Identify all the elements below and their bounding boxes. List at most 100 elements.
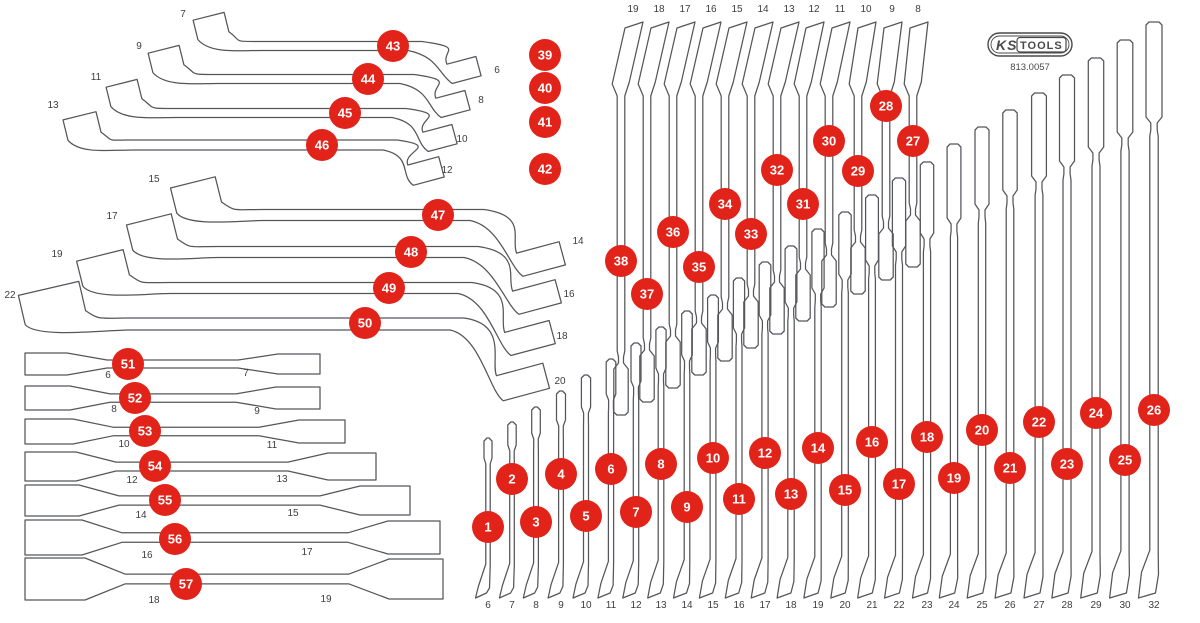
bottom-size-label: 16 (733, 600, 745, 611)
item-marker-7: 7 (620, 496, 652, 528)
item-marker-32: 32 (761, 154, 793, 186)
item-marker-38: 38 (605, 245, 637, 277)
bottom-size-label: 19 (812, 600, 824, 611)
marker-number: 57 (179, 577, 193, 592)
size-label-left: 12 (126, 475, 138, 486)
marker-circle (472, 511, 504, 543)
marker-circle (422, 199, 454, 231)
bottom-size-label: 20 (839, 600, 851, 611)
size-label-left: 19 (51, 249, 63, 260)
size-label-left: 18 (148, 595, 160, 606)
marker-number: 25 (1118, 453, 1132, 468)
marker-circle (1023, 406, 1055, 438)
marker-number: 9 (683, 500, 690, 515)
wrench-outline-item-28 (876, 21, 903, 281)
marker-number: 38 (614, 254, 628, 269)
size-label-right: 20 (554, 376, 566, 387)
logo-ks-text: KS (996, 37, 1017, 53)
marker-circle (520, 506, 552, 538)
wrench-outline-item-15 (830, 211, 852, 599)
wrench-outline-item-14 (803, 228, 825, 599)
item-marker-22: 22 (1023, 406, 1055, 438)
marker-number: 22 (1032, 415, 1046, 430)
bottom-size-label: 9 (558, 600, 564, 611)
marker-circle (911, 421, 943, 453)
item-marker-36: 36 (657, 216, 689, 248)
bottom-size-label: 24 (948, 600, 960, 611)
wrench-outline-item-24 (1080, 57, 1105, 599)
marker-number: 36 (666, 225, 680, 240)
marker-number: 27 (906, 134, 920, 149)
item-marker-17: 17 (883, 468, 915, 500)
size-label-left: 13 (47, 100, 59, 111)
item-marker-14: 14 (802, 432, 834, 464)
top-size-label: 18 (653, 4, 665, 15)
bottom-size-label: 22 (893, 600, 905, 611)
bottom-size-label: 27 (1033, 600, 1045, 611)
item-marker-31: 31 (787, 188, 819, 220)
marker-circle (1138, 394, 1170, 426)
item-marker-26: 26 (1138, 394, 1170, 426)
wrench-outlines-layer (17, 11, 1163, 601)
wrench-outline-item-18 (911, 161, 935, 599)
top-size-label: 13 (783, 4, 795, 15)
marker-circle (697, 442, 729, 474)
bottom-size-label: 25 (976, 600, 988, 611)
wrench-outline-item-29 (848, 21, 877, 295)
marker-number: 50 (358, 316, 372, 331)
wrench-outline-item-43 (192, 11, 482, 85)
marker-number: 32 (770, 163, 784, 178)
marker-number: 7 (632, 505, 639, 520)
marker-circle (605, 245, 637, 277)
item-marker-34: 34 (709, 188, 741, 220)
wrench-outline-item-38 (611, 21, 644, 416)
wrench-outline-item-56 (24, 519, 441, 556)
marker-circle (373, 272, 405, 304)
item-marker-3: 3 (520, 506, 552, 538)
wrench-outline-item-30 (819, 21, 851, 308)
item-marker-35: 35 (683, 251, 715, 283)
item-marker-42: 42 (529, 153, 561, 185)
marker-number: 10 (706, 451, 720, 466)
marker-circle (829, 474, 861, 506)
marker-number: 21 (1003, 461, 1017, 476)
marker-circle (1051, 448, 1083, 480)
marker-number: 23 (1060, 457, 1074, 472)
item-marker-1: 1 (472, 511, 504, 543)
item-marker-52: 52 (119, 382, 151, 414)
wrench-outline-item-25 (1108, 39, 1134, 599)
top-size-label: 14 (757, 4, 769, 15)
marker-circle (683, 251, 715, 283)
size-label-right: 11 (267, 440, 278, 451)
top-size-label: 19 (627, 4, 639, 15)
wrench-outline-item-27 (903, 21, 929, 268)
marker-number: 47 (431, 208, 445, 223)
wrench-outline-item-33 (741, 21, 774, 349)
item-marker-21: 21 (994, 452, 1026, 484)
size-label-right: 12 (441, 165, 453, 176)
top-size-label: 16 (705, 4, 717, 15)
marker-circle (994, 452, 1026, 484)
marker-number: 40 (538, 81, 552, 96)
marker-number: 5 (582, 509, 589, 524)
marker-number: 37 (640, 287, 654, 302)
bottom-size-label: 18 (785, 600, 797, 611)
marker-number: 52 (128, 391, 142, 406)
size-label-left: 15 (148, 174, 160, 185)
item-marker-16: 16 (856, 426, 888, 458)
wrench-outline-item-45 (105, 78, 458, 153)
bottom-size-label: 11 (606, 600, 617, 611)
bottom-size-label: 10 (580, 600, 592, 611)
wrench-outline-item-4 (547, 390, 567, 599)
wrench-outline-item-9 (672, 310, 693, 599)
item-marker-29: 29 (842, 155, 874, 187)
marker-circle (631, 278, 663, 310)
wrench-outline-item-37 (637, 21, 670, 403)
item-marker-46: 46 (306, 129, 338, 161)
bottom-size-label: 30 (1119, 600, 1131, 611)
marker-number: 14 (811, 441, 826, 456)
marker-number: 54 (148, 459, 163, 474)
wrench-outline-item-26 (1137, 21, 1163, 599)
wrench-outline-item-55 (24, 484, 411, 517)
